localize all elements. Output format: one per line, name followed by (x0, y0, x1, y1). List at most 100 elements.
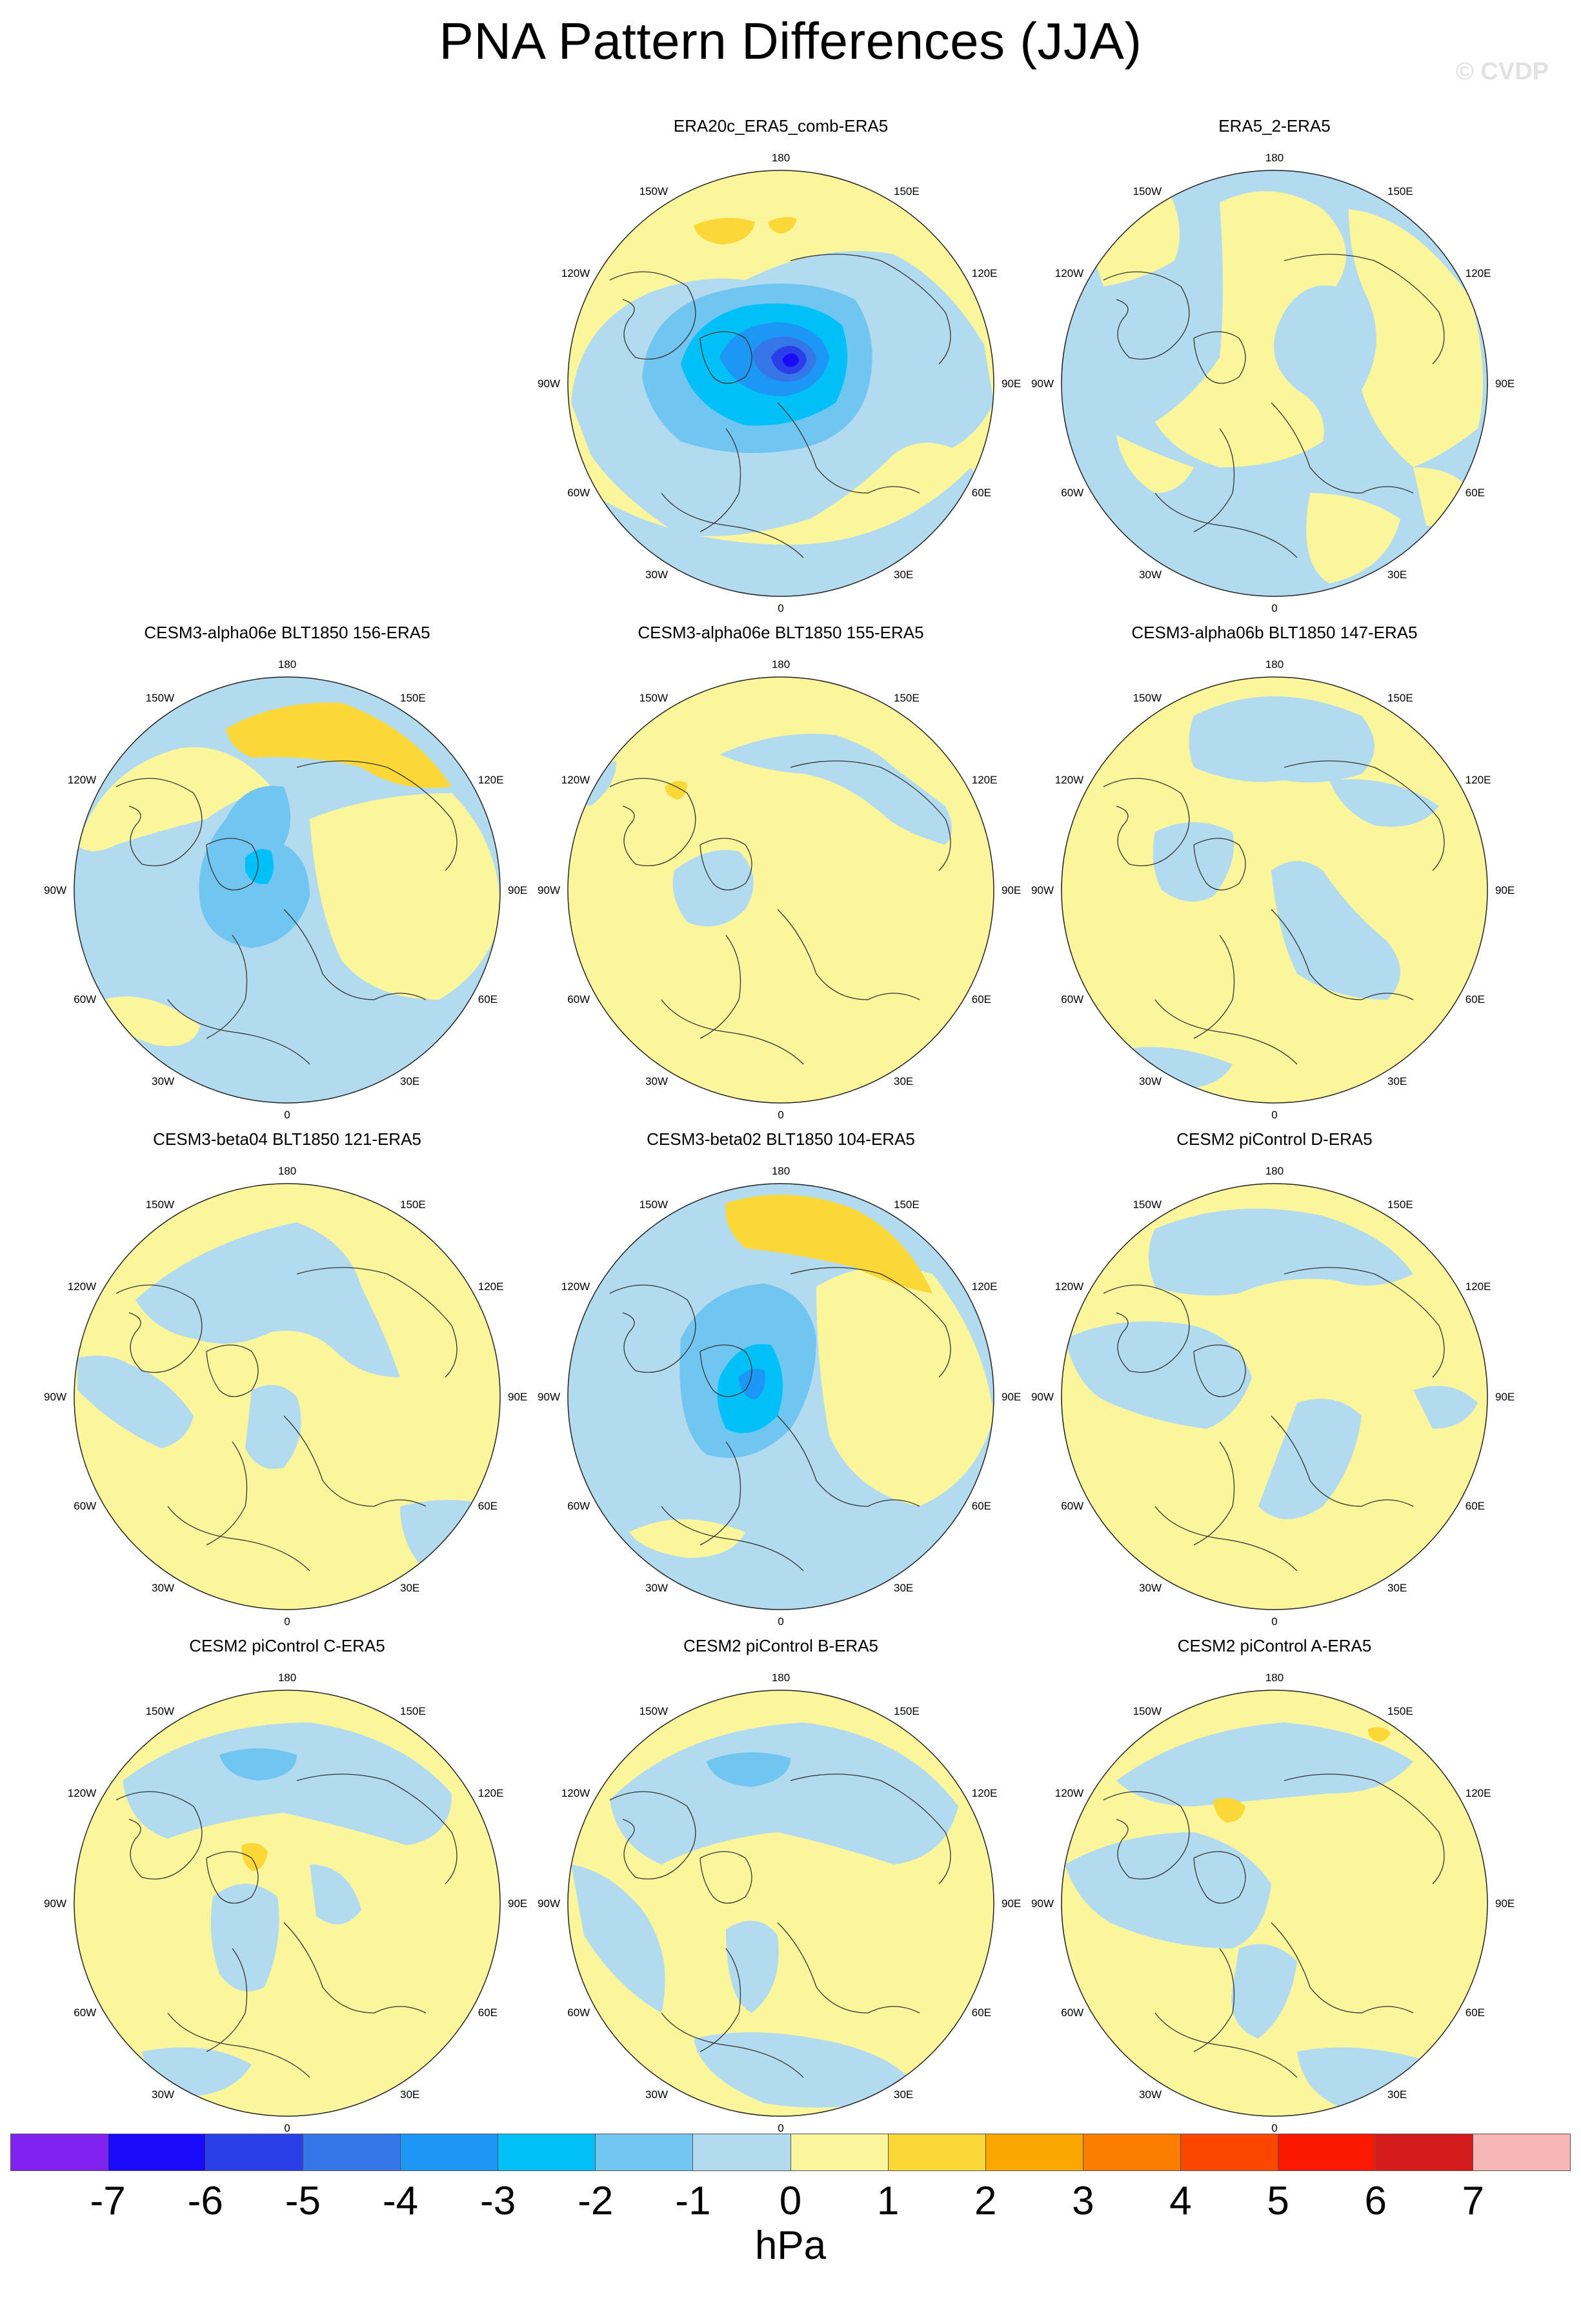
coastline (1193, 428, 1235, 532)
longitude-label: 180 (278, 658, 296, 671)
coastline (700, 1344, 752, 1397)
anomaly-contour (720, 734, 952, 845)
coastline (1193, 331, 1246, 384)
map-panel: CESM3-beta04 BLT1850 121-ERA5 180 0 90W 90E 1… (39, 1129, 536, 1639)
longitude-label: 180 (1265, 1672, 1284, 1684)
panel-title: ERA5_2-ERA5 (1218, 116, 1331, 136)
longitude-label: 120E (1465, 1787, 1491, 1799)
longitude-label: 150E (1387, 1198, 1413, 1211)
anomaly-contour (1258, 1399, 1362, 1519)
anomaly-contour (103, 996, 200, 1046)
polar-map: 180 0 90W 90E 150W 150E 120W 120E 60W 60E 30W 30E (538, 658, 1021, 1121)
longitude-label: 60W (1061, 2006, 1083, 2019)
coastline (777, 1922, 920, 2014)
coastline (1271, 1415, 1414, 1507)
anomaly-contour (1306, 493, 1400, 583)
longitude-label: 150W (146, 1705, 174, 1717)
coastline (700, 1851, 752, 1904)
coastline (296, 760, 458, 871)
colorbar-swatch (206, 2134, 304, 2170)
longitude-label: 120W (561, 267, 590, 279)
longitude-label: 90E (1002, 378, 1021, 390)
coastline (206, 1851, 259, 1904)
colorbar-units: hPa (754, 2223, 827, 2268)
longitude-label: 90W (44, 884, 66, 896)
polar-map: 180 0 90W 90E 150W 150E 120W 120E 60W 60E 30W 30E (1031, 152, 1515, 614)
longitude-label: 120E (478, 1280, 504, 1293)
longitude-label: 120E (1465, 774, 1491, 786)
longitude-label: 0 (1271, 602, 1277, 614)
longitude-label: 0 (778, 1109, 783, 1121)
anomaly-contour (310, 1864, 361, 1925)
coastline (1103, 778, 1190, 867)
anomaly-contour (1155, 191, 1346, 467)
anomaly-contour (1213, 1797, 1245, 1823)
colorbar-tick-label: 5 (1267, 2179, 1289, 2223)
coastline (206, 1948, 248, 2052)
anomaly-contour (1065, 1832, 1271, 1948)
longitude-label: 90E (508, 1897, 527, 1910)
coastline (1154, 492, 1298, 558)
anomaly-contour (610, 1723, 958, 1864)
colorbar-swatch (985, 2134, 1083, 2170)
map-boundary (74, 1183, 501, 1610)
longitude-label: 90W (1031, 884, 1054, 896)
map-boundary (1061, 1183, 1488, 1610)
colorbar-tick-label: -7 (90, 2179, 126, 2223)
map-panel: CESM3-beta02 BLT1850 104-ERA5 180 0 90W 90E 1… (532, 1129, 1029, 1639)
longitude-label: 90W (538, 884, 560, 896)
longitude-label: 150E (1387, 1705, 1413, 1717)
coastline (116, 1791, 203, 1880)
longitude-label: 90E (1002, 1897, 1021, 1910)
longitude-label: 60E (1465, 2006, 1485, 2019)
anomaly-contour (672, 850, 754, 927)
colorbar-tick-label: 2 (974, 2179, 997, 2223)
coastline (167, 1506, 310, 1571)
longitude-label: 150E (894, 1198, 920, 1211)
colorbar-swatch (1278, 2134, 1376, 2170)
anomaly-contour (1231, 1944, 1297, 2039)
longitude-label: 150W (1133, 1198, 1162, 1211)
longitude-label: 30E (1387, 569, 1407, 581)
panel-title: CESM3-alpha06e BLT1850 156-ERA5 (144, 623, 430, 642)
anomaly-contour (571, 1864, 665, 2013)
map-panel: CESM2 piControl B-ERA5 180 0 90W 90E 150W 150E… (532, 1636, 1029, 2146)
panel-title: CESM3-alpha06b BLT1850 147-ERA5 (1131, 623, 1418, 642)
longitude-label: 0 (284, 1109, 290, 1121)
longitude-label: 30E (894, 569, 913, 581)
coastline (661, 1506, 804, 1571)
colorbar-tick-label: -3 (480, 2179, 516, 2223)
map-boundary (1061, 170, 1488, 597)
longitude-label: 150W (639, 692, 668, 704)
longitude-label: 120W (1055, 267, 1083, 279)
longitude-label: 150W (1133, 185, 1162, 197)
coastline (1154, 2012, 1298, 2078)
coastline (1271, 402, 1414, 494)
coastline (609, 271, 696, 360)
polar-map: 180 0 90W 90E 150W 150E 120W 120E 60W 60E 30W 30E (538, 1165, 1021, 1628)
longitude-label: 150W (639, 185, 668, 197)
longitude-label: 60E (1465, 487, 1485, 499)
longitude-label: 180 (1265, 152, 1284, 164)
anomaly-contour (1116, 435, 1194, 493)
coastline (700, 331, 752, 384)
polar-map: 180 0 90W 90E 150W 150E 120W 120E 60W 60E 30W 30E (1031, 1672, 1515, 2134)
anomaly-contour (1349, 209, 1483, 467)
coastline (790, 254, 951, 365)
panel-title: CESM3-beta02 BLT1850 104-ERA5 (647, 1129, 915, 1149)
longitude-label: 60W (567, 1500, 590, 1512)
longitude-label: 60W (567, 487, 590, 499)
coastline (116, 1284, 203, 1373)
longitude-label: 30E (400, 1075, 419, 1087)
longitude-label: 180 (278, 1672, 296, 1684)
polar-map: 180 0 90W 90E 150W 150E 120W 120E 60W 60E 30W 30E (1031, 658, 1515, 1121)
longitude-label: 60W (74, 993, 96, 1005)
anomaly-contour (739, 1368, 765, 1400)
polar-map: 180 0 90W 90E 150W 150E 120W 120E 60W 60E 30W 30E (1031, 1165, 1515, 1628)
longitude-label: 60W (1061, 487, 1083, 499)
longitude-label: 30E (1387, 1075, 1407, 1087)
colorbar-swatch (693, 2134, 791, 2170)
coastline (167, 2012, 310, 2078)
anomaly-contour (77, 1355, 194, 1448)
longitude-label: 120W (1055, 774, 1083, 786)
